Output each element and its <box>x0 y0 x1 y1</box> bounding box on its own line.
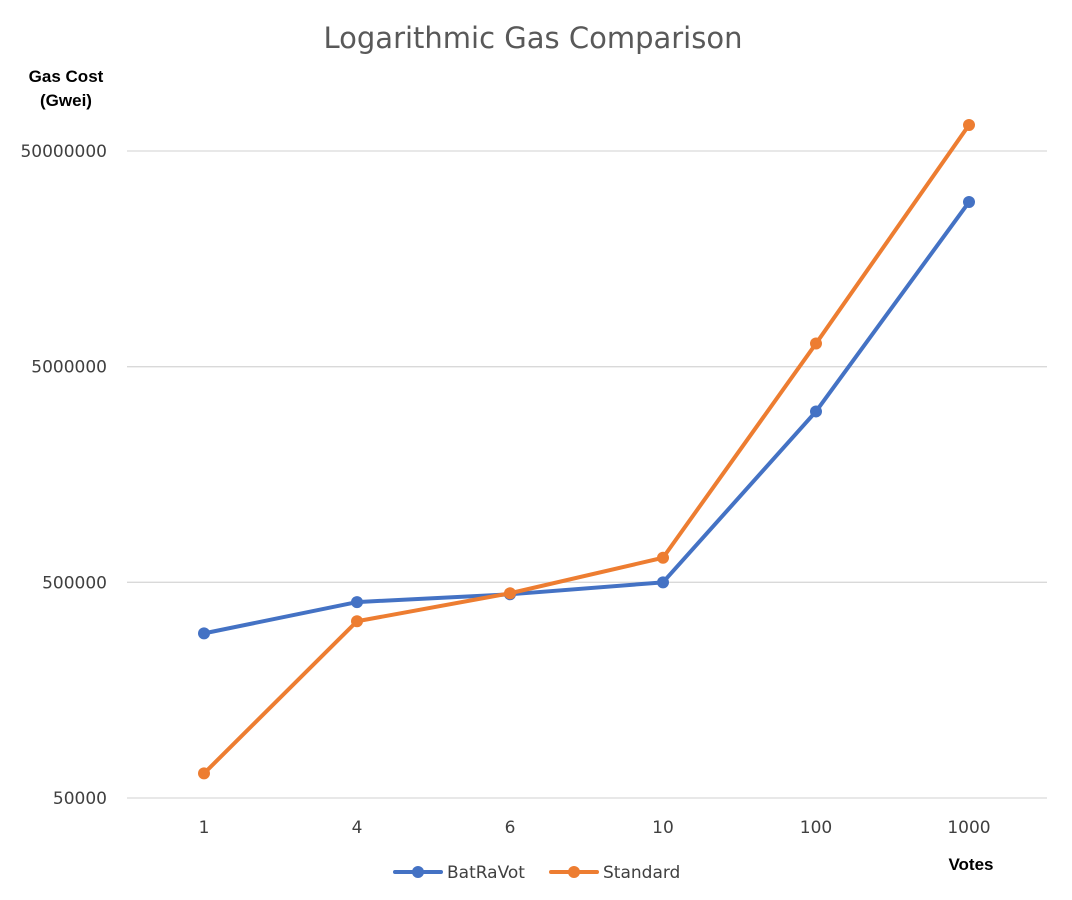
data-point <box>810 337 822 350</box>
legend: BatRaVot Standard <box>393 863 680 883</box>
y-axis-ticks: 50000 500000 5000000 50000000 <box>20 142 107 809</box>
series-line <box>202 122 971 776</box>
data-point <box>657 551 669 564</box>
data-point <box>963 118 975 131</box>
legend-point-marker <box>412 866 424 878</box>
data-point <box>198 627 210 640</box>
legend-point-marker <box>568 866 580 878</box>
data-point <box>351 596 363 609</box>
x-tick-label: 10 <box>652 818 674 838</box>
legend-label: Standard <box>603 863 680 883</box>
x-tick-label: 1000 <box>947 818 990 838</box>
y-tick-label: 50000000 <box>20 142 107 162</box>
data-point <box>351 615 363 628</box>
series-batravot <box>198 196 975 640</box>
y-axis-title-line1: Gas Cost <box>29 67 104 86</box>
x-tick-label: 6 <box>505 818 516 838</box>
data-point <box>657 576 669 589</box>
legend-label: BatRaVot <box>447 863 525 883</box>
legend-item: BatRaVot <box>393 863 525 883</box>
y-tick-label: 50000 <box>53 789 107 809</box>
legend-item: Standard <box>549 863 680 883</box>
x-tick-label: 4 <box>352 818 363 838</box>
x-tick-label: 1 <box>199 818 210 838</box>
data-point <box>810 405 822 418</box>
plot-series <box>198 118 975 780</box>
y-tick-label: 5000000 <box>31 358 107 378</box>
x-axis-title: Votes <box>948 855 993 874</box>
data-point <box>504 587 516 600</box>
data-point <box>963 196 975 209</box>
series-standard <box>198 118 975 780</box>
y-tick-label: 500000 <box>42 573 107 593</box>
series-line <box>202 200 971 636</box>
y-axis-title-line2: (Gwei) <box>40 91 92 110</box>
chart-title: Logarithmic Gas Comparison <box>324 21 743 55</box>
data-point <box>198 767 210 780</box>
x-axis-ticks: 1 4 6 10 100 1000 <box>199 818 991 838</box>
x-tick-label: 100 <box>800 818 832 838</box>
gridlines <box>127 150 1047 799</box>
